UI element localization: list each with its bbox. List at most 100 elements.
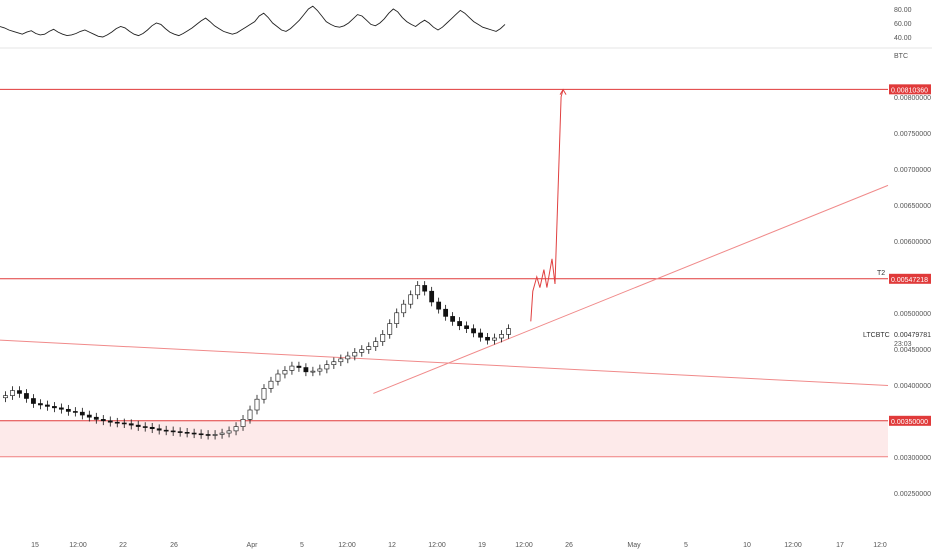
- candle-body: [261, 388, 267, 400]
- candle-body: [352, 352, 358, 357]
- candle-body: [429, 290, 435, 303]
- candle-body: [457, 321, 462, 327]
- candle-body: [31, 398, 36, 404]
- candle-body: [205, 434, 211, 436]
- candle-body: [45, 404, 50, 407]
- candle-body: [184, 432, 190, 434]
- countdown-value: 23:03: [894, 341, 912, 348]
- time-tick-label: 5: [300, 542, 304, 549]
- rsi-tick-label: 80.00: [894, 7, 912, 14]
- candle-body: [247, 409, 253, 420]
- candle-body: [282, 370, 288, 375]
- last-price-label: LTCBTC 0.00479781 23:03: [863, 332, 931, 348]
- candle-body: [212, 434, 218, 436]
- candle-body: [240, 419, 246, 427]
- candle-body: [10, 390, 15, 396]
- candle-body: [464, 325, 469, 329]
- candle-body: [107, 420, 113, 423]
- support-zone: [0, 420, 888, 457]
- candle-body: [394, 312, 400, 324]
- time-tick-label: 12:00: [69, 542, 87, 549]
- candle-body: [401, 303, 407, 314]
- candle-body: [331, 361, 337, 365]
- price-level-label: 0.00350000: [891, 419, 928, 426]
- time-tick-label: 15: [31, 542, 39, 549]
- candle-body: [408, 294, 414, 305]
- price-tick-label: 0.00600000: [894, 239, 931, 246]
- rsi-panel: 80.00 60.00 40.00: [0, 5, 912, 42]
- price-tick-label: 0.00500000: [894, 311, 931, 318]
- time-tick-label: 22: [119, 542, 127, 549]
- candle-body: [128, 423, 134, 426]
- last-price-value: 0.00479781: [894, 332, 931, 339]
- candle-body: [275, 373, 281, 382]
- time-tick-label: 10: [743, 542, 751, 549]
- candle-body: [3, 395, 8, 399]
- time-tick-label: 26: [170, 542, 178, 549]
- candle-body: [450, 316, 456, 322]
- candle-body: [135, 424, 141, 427]
- time-tick-label: 12:00: [428, 542, 446, 549]
- candle-body: [72, 411, 78, 413]
- rsi-tick-label: 60.00: [894, 21, 912, 28]
- price-tick-label: 0.00450000: [894, 347, 931, 354]
- price-tick-label: 0.00700000: [894, 167, 931, 174]
- candle-body: [359, 349, 365, 353]
- time-tick-label: 12:0: [873, 542, 887, 549]
- price-tick-label: 0.00250000: [894, 491, 931, 498]
- price-level-tag: [889, 273, 931, 284]
- candle-body: [478, 332, 483, 338]
- candle-body: [317, 368, 323, 372]
- candle-body: [198, 433, 204, 436]
- trendline: [373, 184, 889, 394]
- candle-body: [296, 365, 302, 368]
- rsi-line: [0, 5, 506, 38]
- rsi-tick-label: 40.00: [894, 35, 912, 42]
- candle-body: [38, 403, 43, 406]
- time-tick-label: 12:00: [515, 542, 533, 549]
- price-level-tag: [889, 415, 931, 426]
- candle-body: [24, 393, 29, 399]
- candle-body: [58, 407, 64, 410]
- candle-body: [485, 336, 490, 341]
- time-tick-label: 12:00: [784, 542, 802, 549]
- candle-body: [191, 432, 197, 435]
- candle-body: [79, 411, 85, 416]
- quote-currency-label: BTC: [894, 53, 908, 60]
- candle-body: [121, 422, 127, 425]
- time-tick-label: May: [627, 542, 641, 549]
- candle-body: [177, 431, 183, 433]
- price-tick-label: 0.00650000: [894, 203, 931, 210]
- candle-body: [492, 337, 497, 341]
- candle-body: [52, 406, 57, 409]
- candle-body: [149, 426, 155, 430]
- candle-body: [170, 430, 176, 433]
- candle-body: [471, 328, 476, 334]
- candle-body: [268, 380, 274, 389]
- candle-body: [443, 308, 449, 317]
- projection-path: [530, 89, 564, 322]
- candle-body: [17, 390, 22, 394]
- time-tick-label: 12:00: [338, 542, 356, 549]
- time-tick-label: Apr: [247, 542, 259, 549]
- candle-body: [289, 365, 295, 371]
- candle-body: [436, 301, 442, 310]
- price-level-tag: [889, 84, 931, 95]
- candle-body: [310, 370, 316, 373]
- candle-body: [338, 358, 344, 363]
- price-level-label: 0.00810360: [891, 87, 928, 94]
- trendline: [0, 339, 889, 387]
- candle-body: [415, 285, 421, 296]
- candle-body: [366, 346, 372, 350]
- price-tick-label: 0.00750000: [894, 131, 931, 138]
- candle-body: [233, 426, 239, 432]
- candle-body: [506, 328, 511, 335]
- candle-body: [387, 323, 393, 335]
- price-tick-label: 0.00800000: [894, 95, 931, 102]
- time-tick-label: 12: [388, 542, 396, 549]
- candle-body: [65, 408, 71, 412]
- candle-body: [93, 416, 99, 420]
- time-tick-label: 19: [478, 542, 486, 549]
- time-tick-label: 17: [836, 542, 844, 549]
